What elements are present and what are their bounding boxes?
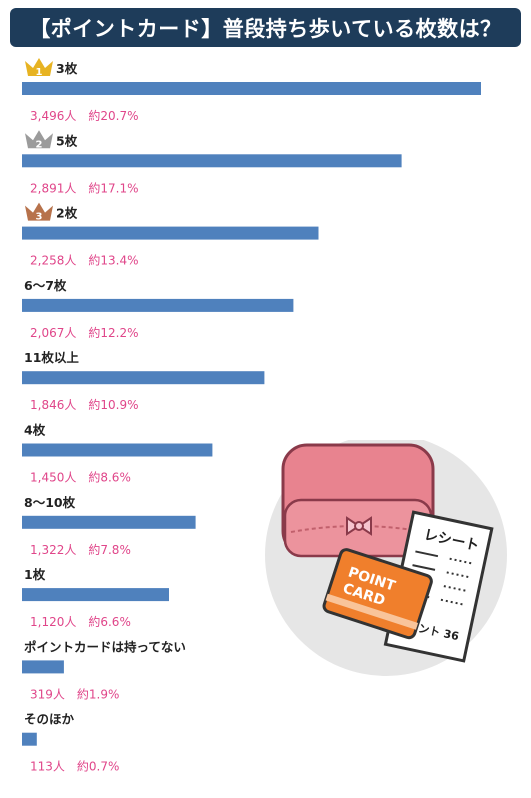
value-label: 2,258人 約13.4% [30,253,138,268]
value-label: 2,067人 約12.2% [30,325,138,340]
point-card-icon: POINT CARD [322,548,433,640]
category-label: ポイントカードは持ってない [24,639,186,654]
value-label: 1,120人 約6.6% [30,614,131,629]
category-label: そのほか [24,712,75,727]
bar [22,660,64,674]
rank-3-crown-icon: 3 [25,202,53,223]
rank-1-number: 1 [36,67,43,78]
bar [22,443,213,457]
category-label: 6〜7枚 [24,278,67,293]
value-label: 319人 約1.9% [30,686,119,701]
value-label: 3,496人 約20.7% [30,108,138,123]
bar [22,371,265,385]
category-label: 11枚以上 [24,350,79,365]
bar [22,515,196,529]
rank-2-crown-icon: 2 [25,130,53,150]
value-label: 2,891人 約17.1% [30,180,138,195]
category-label: 8〜10枚 [24,495,76,510]
bar [22,82,481,95]
value-label: 1,322人 約7.8% [30,542,131,557]
category-label: 5枚 [56,133,78,148]
category-label: 3枚 [56,61,78,76]
rank-3-number: 3 [36,212,43,223]
value-label: 1,846人 約10.9% [30,397,138,412]
bar [22,588,169,602]
category-label: 1枚 [24,567,46,582]
chart-title: 【ポイントカード】普段持ち歩いている枚数は？ [10,8,521,47]
bar [22,732,37,746]
wallet-illustration: レシート ポイント 36 POINT CARD [265,440,507,676]
category-label: 2枚 [56,206,78,221]
value-label: 113人 約0.7% [30,759,119,774]
category-label: 4枚 [24,423,46,438]
rank-1-crown-icon: 1 [25,58,53,78]
bar [22,298,294,312]
bar [22,154,402,168]
bar [22,226,319,240]
rank-2-number: 2 [36,139,43,150]
value-label: 1,450人 約8.6% [30,470,131,485]
